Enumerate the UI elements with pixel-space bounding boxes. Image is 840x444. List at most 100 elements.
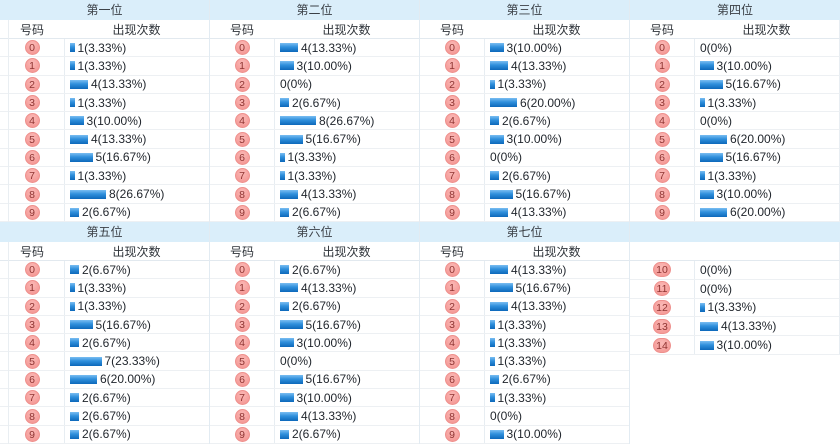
frequency-label: 2(6.67%) <box>292 427 341 442</box>
frequency-bar <box>280 61 294 71</box>
frequency-label: 2(6.67%) <box>292 205 341 220</box>
rows-container: 0 0(0%) 1 3(10.00%) 2 5(16.67%) 3 1(3.33%) 4 0(0%… <box>630 39 840 222</box>
number-badge: 0 <box>654 40 670 56</box>
count-cell: 5(16.67%) <box>64 315 209 334</box>
frequency-bar <box>700 302 705 312</box>
frequency-bar <box>700 171 705 181</box>
column-headers: 号码 出现次数 <box>0 242 209 261</box>
count-cell: 0(0%) <box>694 112 839 130</box>
frequency-bar <box>700 98 705 108</box>
frequency-label: 2(6.67%) <box>292 299 341 314</box>
number-cell: 6 <box>210 371 274 388</box>
frequency-label: 0(0%) <box>700 113 733 128</box>
number-cell: 10 <box>630 261 694 279</box>
number-badge: 7 <box>234 168 250 184</box>
table-row: 7 1(3.33%) <box>630 167 840 186</box>
number-badge: 4 <box>444 113 460 129</box>
frequency-bar <box>280 152 285 162</box>
number-cell: 5 <box>420 352 484 369</box>
number-badge: 9 <box>234 204 250 220</box>
number-badge: 8 <box>654 186 670 202</box>
table-row: 2 5(16.67%) <box>630 75 840 94</box>
frequency-label: 1(3.33%) <box>77 58 127 73</box>
frequency-label: 4(13.33%) <box>301 40 357 55</box>
frequency-bar <box>490 320 495 330</box>
table-row: 0 2(6.67%) <box>0 261 209 280</box>
number-badge: 6 <box>234 149 250 165</box>
frequency-label: 2(6.67%) <box>502 372 551 387</box>
rows-container: 0 1(3.33%) 1 1(3.33%) 2 4(13.33%) 3 1(3.33%) 4 3(… <box>0 39 209 222</box>
table-row: 3 1(3.33%) <box>630 93 840 113</box>
column-headers: 号码 出现次数 <box>0 20 209 39</box>
frequency-bar <box>280 320 303 330</box>
position-title <box>630 222 840 242</box>
table-row: 0 3(10.00%) <box>420 39 629 58</box>
number-badge: 9 <box>24 204 40 220</box>
count-cell: 6(20.00%) <box>484 93 629 112</box>
column-headers: 号码 出现次数 <box>420 20 629 39</box>
frequency-bar <box>280 134 303 144</box>
table-row: 9 6(20.00%) <box>630 203 840 222</box>
number-badge: 11 <box>653 281 671 297</box>
count-cell: 3(10.00%) <box>274 57 419 75</box>
frequency-bar <box>490 374 499 384</box>
frequency-bar <box>280 411 298 421</box>
number-badge: 5 <box>444 131 460 147</box>
number-badge: 3 <box>444 95 460 111</box>
count-cell: 5(16.67%) <box>484 279 629 297</box>
frequency-label: 3(10.00%) <box>716 338 772 353</box>
table-row: 3 6(20.00%) <box>420 93 629 113</box>
count-cell: 4(13.33%) <box>484 297 629 315</box>
count-cell: 2(6.67%) <box>64 389 209 407</box>
table-row: 5 6(20.00%) <box>630 130 840 149</box>
frequency-bar <box>490 265 508 275</box>
count-cell: 3(10.00%) <box>64 112 209 130</box>
frequency-label: 1(3.33%) <box>77 299 127 314</box>
table-row: 8 2(6.67%) <box>0 407 209 426</box>
count-column-header: 出现次数 <box>112 244 161 259</box>
frequency-bar <box>280 393 294 403</box>
table-row-empty <box>630 408 840 426</box>
frequency-label: 8(26.67%) <box>109 187 165 202</box>
count-cell: 1(3.33%) <box>274 148 419 167</box>
table-row: 9 4(13.33%) <box>420 203 629 222</box>
number-cell: 1 <box>420 279 484 296</box>
frequency-bar <box>490 61 508 71</box>
frequency-label: 5(16.67%) <box>515 280 571 295</box>
frequency-bar <box>280 98 289 108</box>
count-cell: 0(0%) <box>694 279 839 298</box>
count-cell: 6(20.00%) <box>694 130 839 148</box>
count-cell: 2(6.67%) <box>484 167 629 185</box>
number-cell: 8 <box>630 185 694 202</box>
number-badge: 4 <box>234 113 250 129</box>
table-row: 2 1(3.33%) <box>420 75 629 94</box>
frequency-bar <box>700 134 727 144</box>
count-cell: 1(3.33%) <box>484 389 629 407</box>
number-badge: 6 <box>444 371 460 387</box>
number-cell: 5 <box>210 130 274 147</box>
frequency-label: 4(13.33%) <box>511 58 567 73</box>
rows-container: 0 3(10.00%) 1 4(13.33%) 2 1(3.33%) 3 6(20.00%) 4… <box>420 39 629 222</box>
count-cell: 4(13.33%) <box>274 407 419 425</box>
table-row: 1 4(13.33%) <box>210 279 419 298</box>
table-row: 1 1(3.33%) <box>0 279 209 298</box>
count-cell: 1(3.33%) <box>64 57 209 75</box>
frequency-bar <box>490 393 495 403</box>
frequency-label: 2(6.67%) <box>82 205 131 220</box>
frequency-label: 1(3.33%) <box>497 317 547 332</box>
number-badge: 7 <box>24 168 40 184</box>
number-badge: 2 <box>24 298 40 314</box>
frequency-label: 1(3.33%) <box>77 40 127 55</box>
table-row-empty <box>630 373 840 391</box>
table-row: 4 8(26.67%) <box>210 112 419 131</box>
frequency-bar <box>280 189 298 199</box>
number-column-header: 号码 <box>229 244 254 259</box>
number-badge: 0 <box>24 40 40 56</box>
number-cell: 5 <box>0 130 64 147</box>
number-badge: 14 <box>653 337 671 353</box>
number-badge: 7 <box>234 390 250 406</box>
table-row-empty <box>630 426 840 444</box>
number-badge: 7 <box>654 168 670 184</box>
number-cell: 4 <box>420 112 484 129</box>
